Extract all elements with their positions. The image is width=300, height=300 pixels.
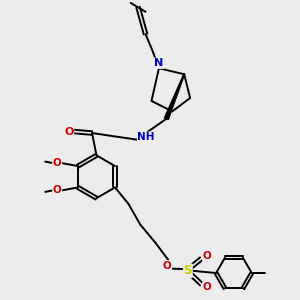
Polygon shape [164, 74, 184, 120]
Text: S: S [184, 264, 192, 277]
Text: O: O [163, 261, 171, 271]
Text: O: O [203, 251, 212, 261]
Text: O: O [53, 185, 62, 195]
Text: N: N [154, 58, 164, 68]
Text: O: O [203, 282, 212, 292]
Text: O: O [53, 158, 62, 168]
Text: O: O [64, 127, 74, 136]
Text: NH: NH [137, 132, 155, 142]
